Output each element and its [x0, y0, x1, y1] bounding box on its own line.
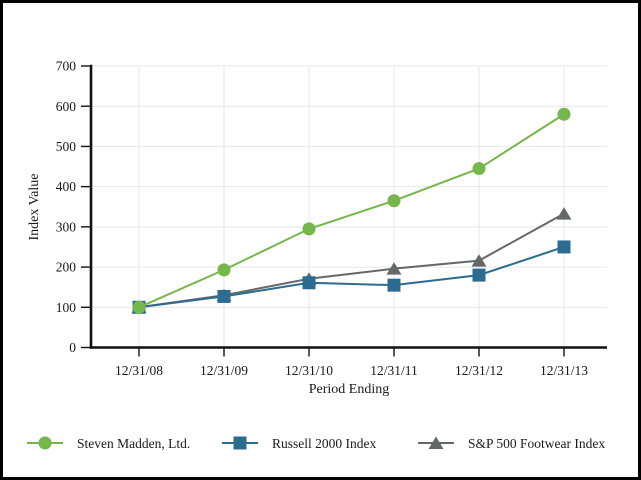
- legend-label: S&P 500 Footwear Index: [468, 436, 605, 451]
- legend-triangle-marker: [428, 436, 444, 449]
- legend-label: Russell 2000 Index: [272, 436, 376, 451]
- square-marker: [472, 268, 486, 282]
- axes: [81, 64, 607, 357]
- x-axis-title: Period Ending: [309, 382, 390, 397]
- y-tick-label: 0: [69, 340, 76, 355]
- circle-marker: [302, 222, 316, 236]
- square-marker: [302, 276, 316, 290]
- square-marker: [557, 240, 571, 254]
- legend-square-marker: [233, 436, 247, 450]
- y-tick-label: 400: [56, 179, 77, 194]
- y-tick-label: 500: [56, 139, 77, 154]
- x-tick-label: 12/31/13: [540, 363, 588, 378]
- y-tick-label: 700: [56, 59, 77, 74]
- y-axis-title: Index Value: [27, 174, 42, 241]
- stock-performance-chart: 0 100 200 300 400 500 600 700 12/31/08 12/31/09 12…: [27, 59, 607, 451]
- circle-marker: [387, 194, 401, 208]
- y-tick-label: 300: [56, 219, 77, 234]
- y-tick-label: 200: [56, 260, 77, 275]
- x-tick-label: 12/31/10: [285, 363, 333, 378]
- square-marker: [217, 289, 231, 303]
- data-series: [131, 107, 572, 314]
- series-line: [138, 212, 565, 309]
- x-tick-label: 12/31/11: [370, 363, 418, 378]
- x-tick-label: 12/31/12: [455, 363, 503, 378]
- legend: Steven Madden, Ltd. Russell 2000 Index S&P…: [27, 436, 605, 451]
- tick-labels: 0 100 200 300 400 500 600 700 12/31/08 12/31/09 12…: [56, 59, 588, 378]
- series-line: [138, 113, 565, 309]
- triangle-marker: [556, 207, 572, 220]
- circle-marker: [132, 300, 146, 314]
- y-tick-label: 100: [56, 300, 77, 315]
- circle-marker: [217, 263, 231, 277]
- x-tick-label: 12/31/08: [115, 363, 163, 378]
- triangle-marker: [386, 262, 402, 275]
- triangle-marker: [471, 254, 487, 267]
- legend-circle-marker: [38, 436, 52, 450]
- gridlines: [91, 65, 607, 348]
- circle-marker: [472, 162, 486, 176]
- y-tick-label: 600: [56, 99, 77, 114]
- circle-marker: [557, 107, 571, 121]
- x-tick-label: 12/31/09: [200, 363, 248, 378]
- legend-label: Steven Madden, Ltd.: [77, 436, 190, 451]
- square-marker: [387, 278, 401, 292]
- series-line: [138, 246, 565, 309]
